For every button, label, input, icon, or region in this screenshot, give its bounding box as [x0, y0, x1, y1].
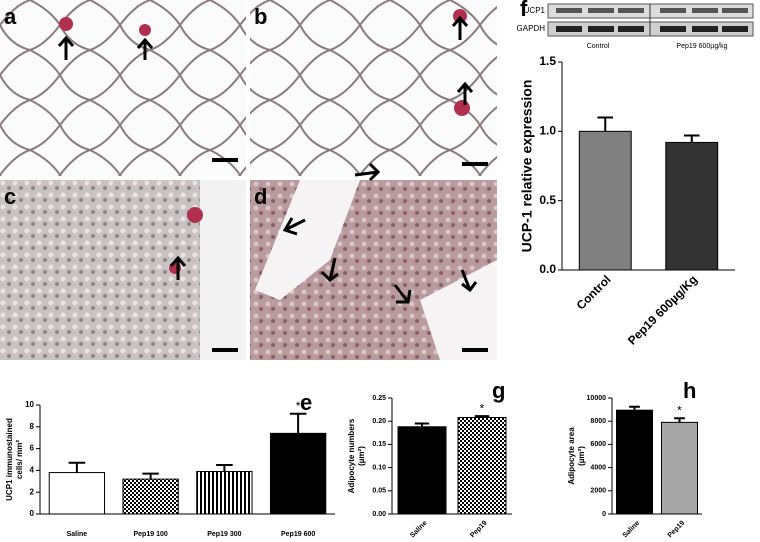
y-tick-label: 0	[602, 511, 606, 518]
panel-label: d	[254, 184, 267, 209]
y-tick-label: 1.5	[539, 54, 556, 68]
bar	[665, 141, 719, 271]
bar	[269, 432, 327, 515]
y-tick-label: 0.15	[372, 441, 386, 448]
bar-chart: 0 2000 4000 6000 8000 10000 Adipocyte area(µm²…	[567, 378, 702, 539]
y-tick-label: 8	[30, 422, 35, 431]
error-bar	[683, 134, 700, 143]
bar	[397, 426, 447, 515]
micrograph-b: b	[250, 0, 497, 176]
blot-lane-label: Control	[587, 43, 610, 50]
y-axis-label-line: Adipocyte area	[567, 427, 576, 485]
western-blot: f UCP1 GAPDH Control Pep19 600µg/kg	[517, 0, 754, 50]
x-tick-label: Control	[574, 272, 614, 312]
panel-label: a	[4, 4, 17, 29]
bar	[457, 416, 507, 515]
significance-mark: *	[296, 399, 301, 413]
x-tick-label: Pep19 600	[281, 531, 315, 538]
y-axis-label: Adipocyte numbers(µm²)	[347, 418, 366, 493]
significance-mark: *	[480, 401, 485, 415]
y-axis-label-line: Adipocyte numbers	[347, 418, 356, 493]
bar	[578, 130, 632, 271]
panel-label: g	[492, 378, 505, 403]
micrograph-d: d	[250, 162, 497, 360]
y-tick-label: 0	[30, 509, 35, 518]
y-tick-label: 10	[25, 400, 34, 409]
x-tick-label: Pep19	[469, 520, 489, 540]
error-bar	[216, 463, 233, 472]
panel-label: c	[4, 184, 16, 209]
panel-label: b	[254, 4, 267, 29]
x-tick-label: Pep19 600µg/Kg	[625, 272, 700, 347]
y-tick-label: 0.00	[372, 511, 386, 518]
y-axis-label-line: (µm²)	[577, 446, 586, 466]
panel-label: e	[300, 390, 312, 415]
error-bar	[474, 415, 490, 418]
x-tick-label: Saline	[622, 520, 642, 540]
y-axis-label-line: cells/ mm²	[15, 440, 24, 479]
x-tick-label: Saline	[67, 531, 88, 538]
bar-chart: 0.00 0.05 0.10 0.15 0.20 0.25 Adipocyte number…	[347, 378, 512, 539]
y-axis-label: UCP-1 relative expression	[519, 80, 535, 253]
y-tick-label: 1.0	[539, 124, 556, 138]
micrograph-a: a	[0, 0, 246, 176]
y-tick-label: 4	[30, 466, 35, 475]
error-bar	[597, 116, 614, 132]
error-bar	[289, 412, 307, 434]
y-tick-label: 4000	[590, 464, 606, 471]
y-tick-label: 6000	[590, 441, 606, 448]
y-tick-label: 0.10	[372, 464, 386, 471]
blot-row-label: GAPDH	[517, 24, 546, 33]
bar	[48, 472, 106, 515]
y-axis-label: Adipocyte area(µm²)	[567, 427, 586, 485]
y-tick-label: 0.5	[539, 193, 556, 207]
y-tick-label: 8000	[590, 418, 606, 425]
x-tick-label: Saline	[409, 520, 429, 540]
bar	[616, 409, 653, 515]
error-bar	[414, 422, 430, 427]
blot-lane-label: Pep19 600µg/kg	[676, 43, 727, 50]
bar	[661, 421, 698, 515]
micrograph-c: c	[0, 180, 246, 360]
y-tick-label: 6	[30, 444, 35, 453]
y-tick-label: 10000	[587, 395, 607, 402]
y-tick-label: 0.20	[372, 418, 386, 425]
panel-label: f	[520, 0, 528, 21]
x-tick-label: Pep19	[667, 520, 687, 540]
blot-row-label: UCP1	[524, 6, 546, 15]
error-bar	[68, 461, 86, 473]
bar	[196, 470, 253, 515]
y-tick-label: 2000	[590, 488, 606, 495]
x-tick-label: Pep19 100	[134, 531, 168, 538]
y-tick-label: 2	[30, 487, 35, 496]
y-axis-label: UCP1 immunostainedcells/ mm²	[5, 418, 24, 501]
panel-label: h	[683, 378, 696, 403]
y-axis-label-line: (µm²)	[357, 446, 366, 466]
y-tick-label: 0.05	[372, 488, 386, 495]
error-bar	[142, 472, 159, 480]
y-tick-label: 0.25	[372, 395, 386, 402]
bar-chart: 0.0 0.5 1.0 1.5 UCP-1 relative expression Con…	[519, 54, 735, 348]
y-tick-label: 0.0	[539, 262, 556, 276]
x-tick-label: Pep19 300	[207, 531, 241, 538]
significance-mark: *	[677, 403, 682, 417]
error-bar	[629, 405, 640, 411]
error-bar	[674, 417, 685, 423]
bar	[122, 478, 179, 515]
y-axis-label-line: UCP1 immunostained	[5, 418, 14, 501]
